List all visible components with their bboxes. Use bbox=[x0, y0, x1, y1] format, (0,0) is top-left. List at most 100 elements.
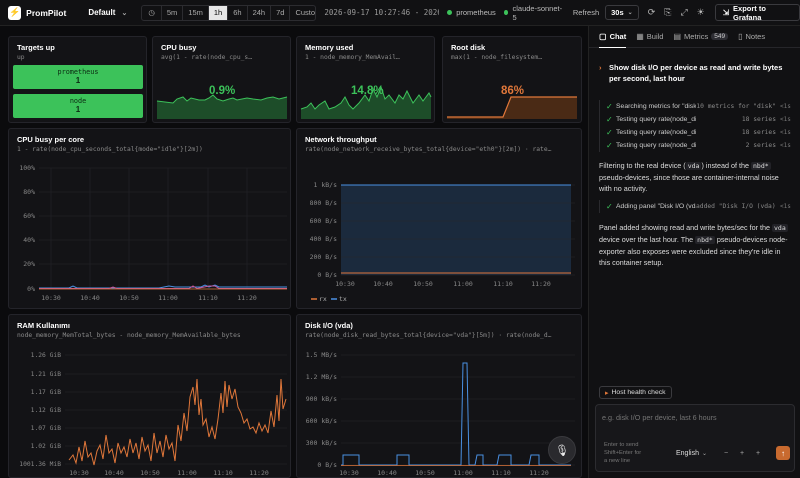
panel-title: Root disk bbox=[451, 43, 486, 52]
svg-text:10:30: 10:30 bbox=[339, 469, 359, 477]
svg-text:800 B/s: 800 B/s bbox=[310, 199, 337, 207]
app-title: PromPilot bbox=[26, 7, 67, 18]
range-1h[interactable]: 1h bbox=[208, 5, 229, 20]
datasource-llm: claude-sonnet-5 bbox=[503, 4, 563, 22]
panel-memory-used[interactable]: Memory used 1 - node_memory_MemAvail… 14… bbox=[296, 36, 435, 123]
microphone-button[interactable]: 🎙 bbox=[548, 436, 576, 464]
svg-text:1.02 GiB: 1.02 GiB bbox=[31, 443, 62, 450]
panel-cpu-busy[interactable]: CPU busy avg(1 - rate(node_cpu_s… 0.9% bbox=[152, 36, 291, 123]
tool-call-group: ✓ Searching metrics for "disk" 10 metrics … bbox=[599, 100, 791, 152]
range-24h[interactable]: 24h bbox=[248, 5, 272, 20]
svg-text:1.2 MB/s: 1.2 MB/s bbox=[306, 373, 337, 381]
svg-text:300 kB/s: 300 kB/s bbox=[306, 439, 337, 447]
panel-network-throughput[interactable]: Network throughput rate(node_network_rec… bbox=[296, 128, 582, 309]
range-5m[interactable]: 5m bbox=[162, 5, 184, 20]
dashboard-selector[interactable]: Default ⌄ bbox=[88, 8, 128, 17]
stat-value: 0.9% bbox=[209, 85, 236, 97]
svg-text:11:20: 11:20 bbox=[237, 294, 257, 302]
tool-call-row[interactable]: ✓Testing query rate(node_disk_read…18 se… bbox=[606, 115, 791, 124]
svg-text:11:00: 11:00 bbox=[453, 469, 473, 477]
network-chart: 1 kB/s 800 B/s 600 B/s 400 B/s 200 B/s 0… bbox=[310, 181, 575, 303]
panel-title: Targets up bbox=[17, 43, 55, 52]
panel-title: Network throughput bbox=[305, 135, 377, 144]
refresh-icon[interactable]: ⟳ bbox=[647, 7, 656, 17]
svg-text:1.26 GiB: 1.26 GiB bbox=[31, 352, 62, 359]
svg-text:40%: 40% bbox=[23, 236, 35, 244]
svg-text:11:10: 11:10 bbox=[493, 280, 513, 288]
panel-ram-usage[interactable]: RAM Kullanımı node_memory_MemTotal_bytes… bbox=[8, 314, 291, 478]
clock-icon[interactable]: ◷ bbox=[142, 5, 162, 20]
range-7d[interactable]: 7d bbox=[271, 5, 291, 20]
metrics-count-badge: 549 bbox=[711, 33, 729, 40]
status-dot bbox=[447, 10, 453, 15]
fullscreen-icon[interactable]: ⤢ bbox=[680, 7, 688, 17]
panel-root-disk[interactable]: Root disk max(1 - node_filesystem… 86% bbox=[442, 36, 582, 123]
svg-text:11:00: 11:00 bbox=[177, 469, 197, 477]
add-button[interactable]: + bbox=[756, 450, 761, 457]
svg-text:100%: 100% bbox=[19, 164, 35, 172]
svg-text:10:30: 10:30 bbox=[69, 469, 89, 477]
panel-disk-io[interactable]: Disk I/O (vda) rate(node_disk_read_bytes… bbox=[296, 314, 582, 478]
panel-targets-up[interactable]: Targets up up prometheus 1 node 1 bbox=[8, 36, 147, 123]
send-icon: ↑ bbox=[781, 448, 785, 458]
panel-cpu-per-core[interactable]: CPU busy per core 1 - rate(node_cpu_seco… bbox=[8, 128, 291, 309]
time-range-label: 2026-09-17 10:27:46 - 2026-09-17 11:27:4… bbox=[324, 8, 439, 17]
svg-text:10:40: 10:40 bbox=[377, 469, 397, 477]
panel-title: Disk I/O (vda) bbox=[305, 321, 353, 330]
tool-call-row[interactable]: ✓Testing query rate(node_disk…2 series<1… bbox=[606, 141, 791, 150]
svg-text:600 B/s: 600 B/s bbox=[310, 217, 337, 225]
link-icon[interactable]: ⎘ bbox=[664, 7, 672, 17]
svg-text:600 kB/s: 600 kB/s bbox=[306, 417, 337, 425]
tool-call-row[interactable]: ✓ Adding panel "Disk I/O (vda)" added "Dis… bbox=[606, 202, 791, 211]
panel-query: 1 - node_memory_MemAvail… bbox=[305, 54, 400, 61]
tab-build[interactable]: ▦ Build bbox=[636, 32, 664, 41]
range-15m[interactable]: 15m bbox=[183, 5, 209, 20]
panel-title: CPU busy per core bbox=[17, 135, 85, 144]
svg-text:0%: 0% bbox=[27, 285, 35, 293]
chat-input[interactable] bbox=[602, 410, 788, 424]
build-icon: ▦ bbox=[636, 32, 644, 41]
zoom-out-button[interactable]: − bbox=[724, 450, 729, 457]
svg-text:10:40: 10:40 bbox=[373, 280, 393, 288]
metrics-icon: ▤ bbox=[673, 32, 682, 41]
target-node: node 1 bbox=[13, 94, 143, 118]
theme-icon[interactable]: ☀ bbox=[696, 7, 705, 17]
host-health-check-button[interactable]: ▸ Host health check bbox=[599, 386, 672, 399]
svg-text:10:50: 10:50 bbox=[413, 280, 433, 288]
panel-query: 1 - rate(node_cpu_seconds_total{mode="id… bbox=[17, 146, 203, 153]
disk-io-chart: 1.5 MB/s 1.2 MB/s 900 kB/s 600 kB/s 300 … bbox=[306, 351, 575, 477]
svg-text:1.5 MB/s: 1.5 MB/s bbox=[306, 351, 337, 359]
zoom-in-button[interactable]: + bbox=[740, 450, 745, 457]
language-select[interactable]: English ⌄ bbox=[676, 450, 707, 457]
chevron-down-icon: ⌄ bbox=[121, 9, 128, 17]
send-button[interactable]: ↑ bbox=[776, 446, 790, 460]
tool-call-row[interactable]: ✓ Searching metrics for "disk" 10 metrics … bbox=[606, 102, 791, 111]
tab-notes[interactable]: ▯ Notes bbox=[738, 32, 766, 41]
range-6h[interactable]: 6h bbox=[228, 5, 248, 20]
svg-text:11:20: 11:20 bbox=[529, 469, 549, 477]
arrow-right-icon: › bbox=[599, 63, 602, 72]
svg-text:10:50: 10:50 bbox=[140, 469, 160, 477]
tool-call-row[interactable]: ✓Testing query rate(node_disk_writ…18 se… bbox=[606, 128, 791, 137]
range-custom[interactable]: Custom bbox=[295, 8, 316, 17]
svg-text:rx: rx bbox=[319, 295, 327, 303]
panel-query: node_memory_MemTotal_bytes - node_memory… bbox=[17, 332, 241, 339]
svg-text:11:10: 11:10 bbox=[491, 469, 511, 477]
svg-text:10:30: 10:30 bbox=[41, 294, 61, 302]
export-icon: ⇲ bbox=[722, 8, 730, 17]
refresh-interval-select[interactable]: 30s ⌄ bbox=[605, 5, 639, 20]
panel-title: CPU busy bbox=[161, 43, 197, 52]
check-icon: ✓ bbox=[606, 115, 613, 124]
panel-query: up bbox=[17, 54, 25, 61]
tab-chat[interactable]: ▢ Chat bbox=[599, 26, 627, 48]
check-icon: ✓ bbox=[606, 128, 613, 137]
tab-metrics[interactable]: ▤ Metrics 549 bbox=[673, 26, 729, 48]
export-to-grafana-button[interactable]: ⇲ Export to Grafana bbox=[714, 4, 800, 22]
panel-query: rate(node_network_receive_bytes_total{de… bbox=[305, 146, 552, 153]
datasource-prometheus: prometheus bbox=[447, 8, 496, 17]
svg-text:1.17 GiB: 1.17 GiB bbox=[31, 389, 62, 396]
svg-text:1 kB/s: 1 kB/s bbox=[314, 181, 338, 189]
ram-chart: 1.26 GiB 1.21 GiB 1.17 GiB 1.12 GiB 1.07… bbox=[19, 352, 287, 477]
svg-text:80%: 80% bbox=[23, 188, 35, 196]
chat-panel: ▢ Chat ▦ Build ▤ Metrics 549 ▯ Notes › Show d… bbox=[588, 26, 800, 478]
